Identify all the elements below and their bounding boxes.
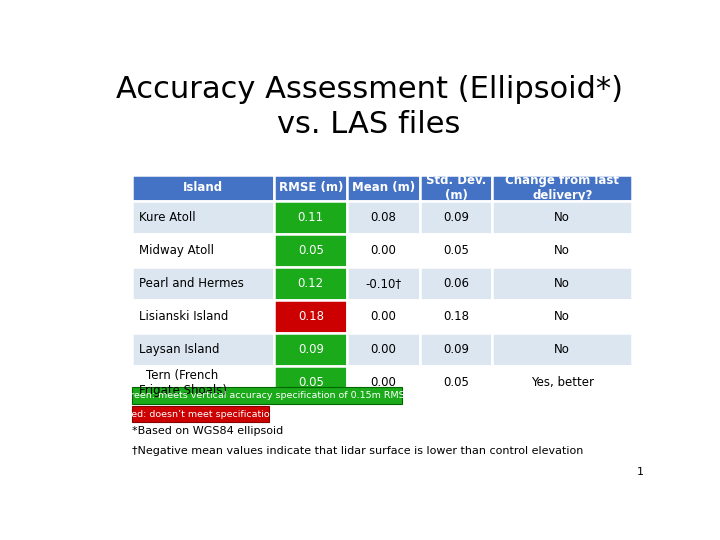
- FancyBboxPatch shape: [347, 175, 420, 201]
- Text: 0.12: 0.12: [298, 277, 324, 290]
- Text: No: No: [554, 211, 570, 224]
- Text: -0.10†: -0.10†: [365, 277, 402, 290]
- Text: 0.18: 0.18: [298, 310, 324, 323]
- Text: 1: 1: [637, 467, 644, 477]
- Text: 0.06: 0.06: [443, 277, 469, 290]
- FancyBboxPatch shape: [274, 333, 347, 367]
- FancyBboxPatch shape: [132, 333, 274, 367]
- Text: 0.09: 0.09: [443, 211, 469, 224]
- FancyBboxPatch shape: [132, 267, 274, 300]
- FancyBboxPatch shape: [420, 234, 492, 267]
- Text: Island: Island: [183, 181, 223, 194]
- Text: Tern (French
Frigate Shoals): Tern (French Frigate Shoals): [138, 369, 227, 397]
- Text: Kure Atoll: Kure Atoll: [138, 211, 195, 224]
- Text: 0.05: 0.05: [443, 376, 469, 389]
- FancyBboxPatch shape: [274, 300, 347, 333]
- FancyBboxPatch shape: [492, 300, 632, 333]
- Text: 0.00: 0.00: [370, 376, 396, 389]
- FancyBboxPatch shape: [274, 201, 347, 234]
- Text: Lisianski Island: Lisianski Island: [138, 310, 228, 323]
- Text: Laysan Island: Laysan Island: [138, 343, 219, 356]
- FancyBboxPatch shape: [274, 175, 347, 201]
- FancyBboxPatch shape: [492, 333, 632, 367]
- FancyBboxPatch shape: [132, 300, 274, 333]
- FancyBboxPatch shape: [420, 367, 492, 400]
- Text: Red: doesn’t meet specification: Red: doesn’t meet specification: [125, 409, 276, 418]
- FancyBboxPatch shape: [347, 267, 420, 300]
- Text: 0.05: 0.05: [298, 244, 324, 257]
- Text: 0.00: 0.00: [370, 244, 396, 257]
- Text: 0.09: 0.09: [443, 343, 469, 356]
- FancyBboxPatch shape: [492, 367, 632, 400]
- Text: 0.09: 0.09: [298, 343, 324, 356]
- FancyBboxPatch shape: [420, 333, 492, 367]
- Text: 0.00: 0.00: [370, 310, 396, 323]
- FancyBboxPatch shape: [347, 333, 420, 367]
- Text: 0.05: 0.05: [443, 244, 469, 257]
- Text: No: No: [554, 277, 570, 290]
- Text: No: No: [554, 310, 570, 323]
- Text: †Negative mean values indicate that lidar surface is lower than control elevatio: †Negative mean values indicate that lida…: [132, 446, 583, 456]
- FancyBboxPatch shape: [347, 367, 420, 400]
- FancyBboxPatch shape: [347, 234, 420, 267]
- FancyBboxPatch shape: [132, 367, 274, 400]
- Text: Change from last
delivery?: Change from last delivery?: [505, 174, 619, 201]
- Text: 0.08: 0.08: [370, 211, 396, 224]
- FancyBboxPatch shape: [274, 234, 347, 267]
- FancyBboxPatch shape: [132, 175, 274, 201]
- Text: Pearl and Hermes: Pearl and Hermes: [138, 277, 243, 290]
- Text: RMSE (m): RMSE (m): [279, 181, 343, 194]
- Text: Midway Atoll: Midway Atoll: [138, 244, 214, 257]
- FancyBboxPatch shape: [492, 201, 632, 234]
- FancyBboxPatch shape: [132, 406, 269, 422]
- FancyBboxPatch shape: [132, 234, 274, 267]
- Text: Std. Dev.
(m): Std. Dev. (m): [426, 174, 486, 201]
- FancyBboxPatch shape: [132, 201, 274, 234]
- Text: No: No: [554, 244, 570, 257]
- FancyBboxPatch shape: [347, 201, 420, 234]
- FancyBboxPatch shape: [132, 387, 402, 404]
- FancyBboxPatch shape: [492, 175, 632, 201]
- Text: 0.11: 0.11: [298, 211, 324, 224]
- Text: 0.00: 0.00: [370, 343, 396, 356]
- Text: Yes, better: Yes, better: [531, 376, 594, 389]
- Text: Mean (m): Mean (m): [352, 181, 415, 194]
- Text: Green: meets vertical accuracy specification of 0.15m RMSE: Green: meets vertical accuracy specifica…: [123, 391, 411, 400]
- Text: Accuracy Assessment (Ellipsoid*)
vs. LAS files: Accuracy Assessment (Ellipsoid*) vs. LAS…: [115, 75, 623, 139]
- Text: No: No: [554, 343, 570, 356]
- FancyBboxPatch shape: [420, 300, 492, 333]
- FancyBboxPatch shape: [492, 234, 632, 267]
- FancyBboxPatch shape: [347, 300, 420, 333]
- FancyBboxPatch shape: [274, 267, 347, 300]
- Text: 0.05: 0.05: [298, 376, 324, 389]
- FancyBboxPatch shape: [492, 267, 632, 300]
- FancyBboxPatch shape: [420, 267, 492, 300]
- Text: *Based on WGS84 ellipsoid: *Based on WGS84 ellipsoid: [132, 426, 283, 436]
- FancyBboxPatch shape: [420, 175, 492, 201]
- FancyBboxPatch shape: [420, 201, 492, 234]
- Text: 0.18: 0.18: [443, 310, 469, 323]
- FancyBboxPatch shape: [274, 367, 347, 400]
